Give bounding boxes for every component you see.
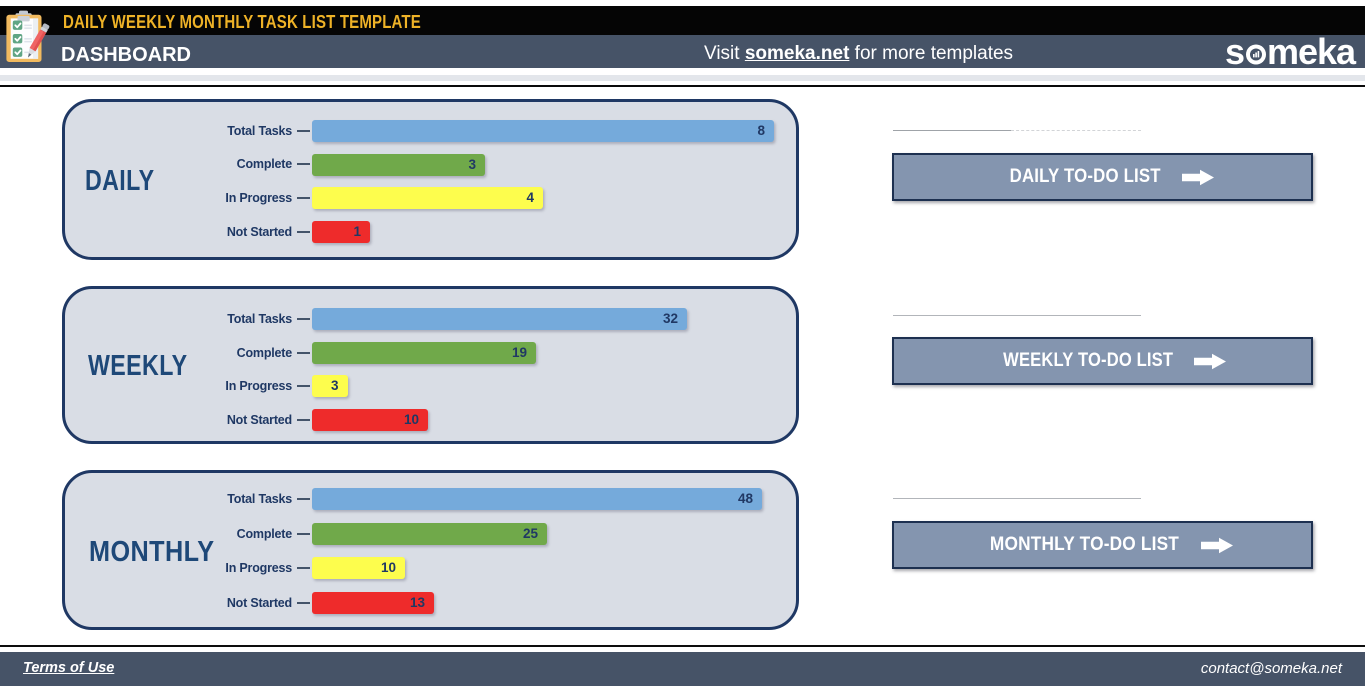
svg-text:meka: meka	[1267, 33, 1357, 71]
svg-text:s: s	[1225, 33, 1244, 71]
